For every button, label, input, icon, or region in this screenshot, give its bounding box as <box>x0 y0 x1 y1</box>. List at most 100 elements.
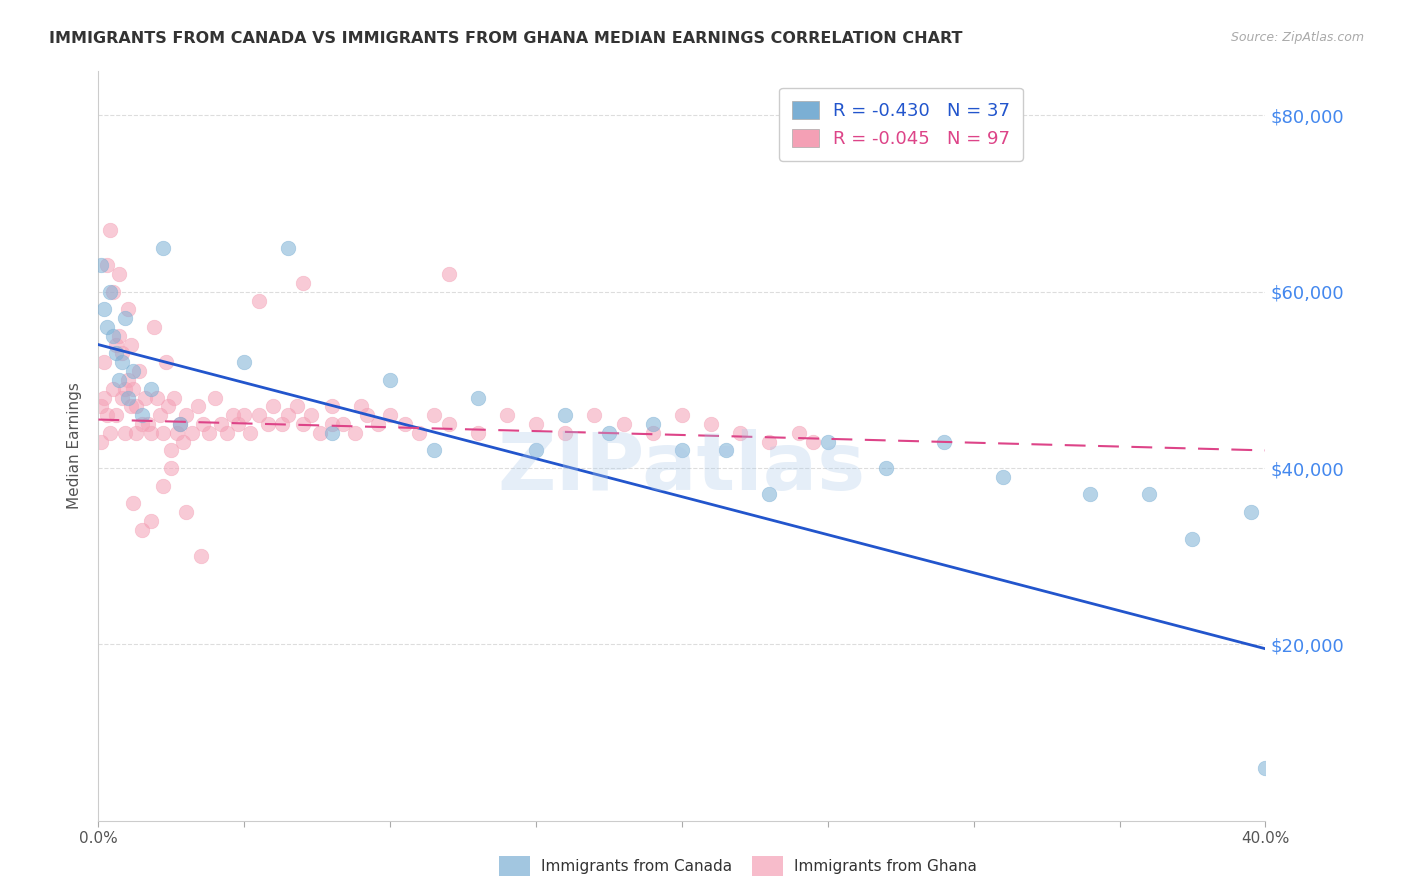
Point <box>215 425 238 440</box>
Point <box>180 425 202 440</box>
Point <box>321 425 343 440</box>
Point <box>671 408 693 422</box>
Point <box>612 417 634 431</box>
Point <box>136 417 159 431</box>
Point <box>332 417 354 431</box>
Point <box>98 285 121 299</box>
Point <box>356 408 378 422</box>
Point <box>291 417 314 431</box>
Point <box>321 400 343 414</box>
Point <box>152 241 174 255</box>
Point <box>114 425 136 440</box>
Point <box>101 285 124 299</box>
Point <box>122 496 145 510</box>
Point <box>247 293 270 308</box>
Point <box>90 258 112 272</box>
Point <box>142 320 165 334</box>
Point <box>291 276 314 290</box>
Legend: R = -0.430   N = 37, R = -0.045   N = 97: R = -0.430 N = 37, R = -0.045 N = 97 <box>779 88 1024 161</box>
Point <box>228 417 250 431</box>
Point <box>90 434 112 449</box>
Point <box>101 328 124 343</box>
Point <box>111 346 134 360</box>
Point <box>247 408 270 422</box>
Point <box>787 425 810 440</box>
Point <box>344 425 367 440</box>
Point <box>98 425 121 440</box>
Point <box>93 355 115 369</box>
Text: ZIPatlas: ZIPatlas <box>498 429 866 508</box>
Point <box>117 373 139 387</box>
Point <box>108 328 131 343</box>
Point <box>101 382 124 396</box>
Point <box>169 417 191 431</box>
Text: Immigrants from Ghana: Immigrants from Ghana <box>794 859 977 873</box>
Point <box>285 400 308 414</box>
Point <box>90 400 112 414</box>
Point <box>108 267 131 281</box>
Point <box>233 408 256 422</box>
Point <box>198 425 221 440</box>
Point <box>114 382 136 396</box>
Point <box>524 443 547 458</box>
Point <box>187 400 209 414</box>
Point <box>166 425 188 440</box>
Point <box>437 417 460 431</box>
Point <box>380 373 402 387</box>
Point <box>380 408 402 422</box>
Point <box>271 417 294 431</box>
Point <box>128 364 150 378</box>
Point <box>120 337 142 351</box>
Point <box>190 549 212 564</box>
Point <box>157 400 180 414</box>
Point <box>146 391 169 405</box>
Point <box>104 337 127 351</box>
Point <box>169 417 191 431</box>
Point <box>96 258 118 272</box>
Point <box>131 523 153 537</box>
Text: Immigrants from Canada: Immigrants from Canada <box>541 859 733 873</box>
Point <box>496 408 519 422</box>
Point <box>125 425 148 440</box>
Point <box>277 241 299 255</box>
Point <box>991 470 1014 484</box>
Point <box>139 514 162 528</box>
Point <box>598 425 620 440</box>
Point <box>139 382 162 396</box>
Point <box>131 417 153 431</box>
Point <box>104 408 127 422</box>
Text: IMMIGRANTS FROM CANADA VS IMMIGRANTS FROM GHANA MEDIAN EARNINGS CORRELATION CHAR: IMMIGRANTS FROM CANADA VS IMMIGRANTS FRO… <box>49 31 963 46</box>
Point <box>256 417 278 431</box>
Point <box>1080 487 1102 501</box>
Point <box>467 391 489 405</box>
Point <box>437 267 460 281</box>
Point <box>1137 487 1160 501</box>
Point <box>423 408 446 422</box>
Point <box>117 391 139 405</box>
Point <box>163 391 186 405</box>
Point <box>111 355 134 369</box>
Point <box>134 391 156 405</box>
Point <box>131 408 153 422</box>
Point <box>801 434 824 449</box>
Point <box>1240 505 1263 519</box>
Point <box>160 461 183 475</box>
Point <box>467 425 489 440</box>
Point <box>875 461 897 475</box>
Point <box>174 505 197 519</box>
Point <box>204 391 226 405</box>
Point <box>321 417 343 431</box>
Point <box>554 425 576 440</box>
Point <box>423 443 446 458</box>
Point <box>117 302 139 317</box>
Point <box>93 302 115 317</box>
Point <box>394 417 416 431</box>
Point <box>111 391 134 405</box>
Point <box>299 408 322 422</box>
Point <box>641 425 664 440</box>
Point <box>554 408 576 422</box>
Point <box>96 408 118 422</box>
Point <box>758 434 780 449</box>
Point <box>155 355 177 369</box>
Point <box>350 400 373 414</box>
